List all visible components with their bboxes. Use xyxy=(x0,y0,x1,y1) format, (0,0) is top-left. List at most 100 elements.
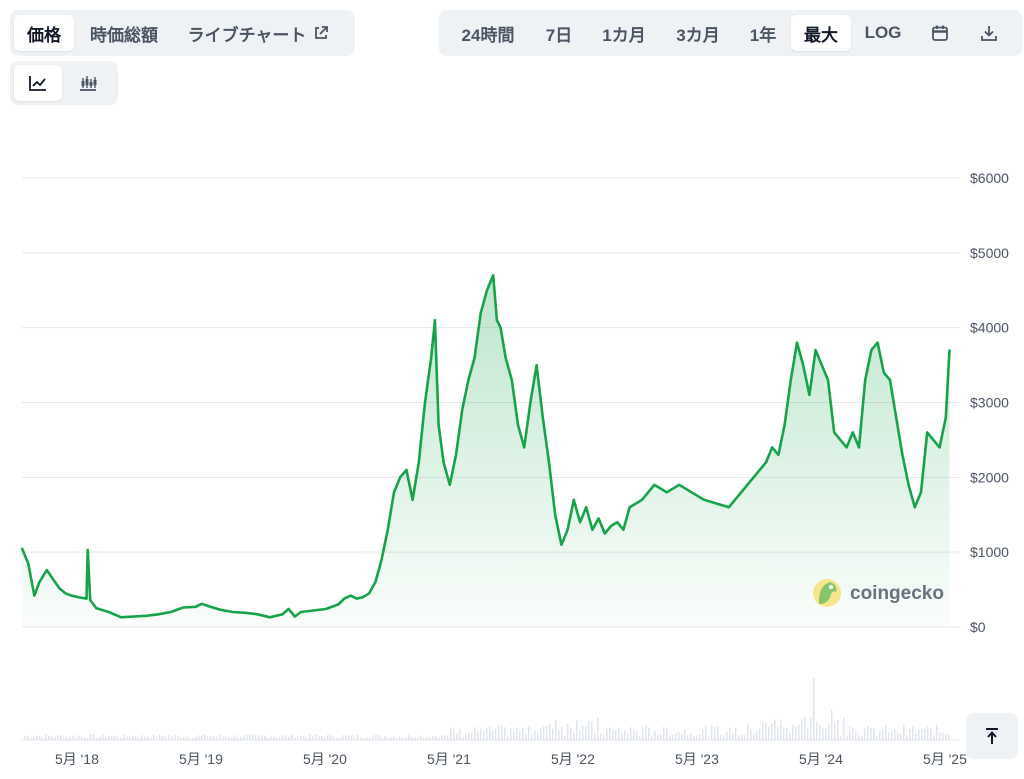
chart-style-toggle xyxy=(10,61,118,105)
volume-bar xyxy=(936,724,938,740)
volume-bar xyxy=(132,735,134,740)
volume-bar xyxy=(153,734,155,740)
volume-bar xyxy=(555,720,557,740)
y-tick-label: $2000 xyxy=(970,469,1009,485)
volume-bar xyxy=(546,726,548,740)
volume-bar xyxy=(732,734,734,740)
y-tick-label: $1000 xyxy=(970,544,1009,560)
tab-live-chart[interactable]: ライブチャート xyxy=(174,15,344,51)
log-scale-toggle[interactable]: LOG xyxy=(864,23,902,42)
volume-bar xyxy=(123,734,125,740)
volume-bar xyxy=(321,736,323,740)
volume-bar xyxy=(900,733,902,740)
volume-bar xyxy=(792,724,794,740)
volume-bar xyxy=(795,726,797,740)
range-1y[interactable]: 1年 xyxy=(749,25,777,45)
volume-bar xyxy=(252,734,254,740)
volume-bar xyxy=(879,731,881,740)
range-7d[interactable]: 7日 xyxy=(545,25,573,45)
volume-bar xyxy=(462,736,464,740)
download-button[interactable] xyxy=(965,15,1013,51)
volume-bar xyxy=(810,717,812,740)
volume-bar xyxy=(693,736,695,740)
range-24h[interactable]: 24時間 xyxy=(461,25,515,45)
volume-bar xyxy=(435,736,437,740)
volume-bar xyxy=(687,735,689,740)
volume-bar xyxy=(864,728,866,740)
candlestick-chart-button[interactable] xyxy=(62,65,114,101)
volume-bar xyxy=(333,736,335,740)
volume-bar xyxy=(87,737,89,740)
y-tick-label: $5000 xyxy=(970,245,1009,261)
volume-bar xyxy=(162,736,164,740)
volume-bar xyxy=(396,737,398,740)
x-axis: 5月 '18 5月 '19 5月 '20 5月 '21 5月 '22 5月 '23 5月 '… xyxy=(55,751,967,767)
range-3m[interactable]: 3カ月 xyxy=(676,25,720,45)
volume-bar xyxy=(204,734,206,740)
volume-bar xyxy=(201,735,203,740)
volume-bar xyxy=(867,725,869,740)
volume-bar xyxy=(684,729,686,740)
volume-bar xyxy=(786,727,788,740)
volume-bar xyxy=(414,737,416,740)
volume-bar xyxy=(639,736,641,740)
tab-market-cap[interactable]: 時価総額 xyxy=(90,25,158,45)
volume-bar xyxy=(108,736,110,740)
volume-bar xyxy=(45,734,47,740)
volume-bar xyxy=(915,733,917,740)
coingecko-watermark: coingecko xyxy=(813,579,944,607)
scroll-to-top-button[interactable] xyxy=(966,713,1018,759)
volume-bar xyxy=(390,736,392,740)
volume-bar xyxy=(273,736,275,740)
volume-bar xyxy=(507,735,509,740)
price-area xyxy=(22,275,950,627)
volume-bar xyxy=(918,729,920,740)
volume-bar xyxy=(642,727,644,740)
line-chart-button[interactable] xyxy=(14,65,62,101)
volume-bar xyxy=(669,735,671,740)
volume-bar xyxy=(180,737,182,740)
y-tick-label: $4000 xyxy=(970,320,1009,336)
volume-bar xyxy=(51,736,53,740)
volume-bar xyxy=(444,736,446,740)
volume-bar xyxy=(798,724,800,740)
volume-bar xyxy=(621,733,623,740)
range-max[interactable]: 最大 xyxy=(791,15,851,51)
volume-bar xyxy=(126,736,128,740)
calendar-button[interactable] xyxy=(915,15,965,51)
volume-bar xyxy=(297,736,299,740)
range-1m[interactable]: 1カ月 xyxy=(602,25,646,45)
volume-bar xyxy=(96,737,98,740)
volume-bar xyxy=(399,736,401,740)
volume-bar xyxy=(846,735,848,740)
volume-bar xyxy=(696,734,698,740)
volume-bar xyxy=(171,736,173,740)
volume-bar xyxy=(426,736,428,740)
volume-bar xyxy=(186,736,188,740)
volume-bar xyxy=(735,728,737,740)
volume-bar xyxy=(117,736,119,740)
volume-bar xyxy=(60,735,62,740)
volume-bar xyxy=(372,735,374,740)
volume-bar xyxy=(261,735,263,740)
volume-bar xyxy=(768,726,770,740)
volume-bar xyxy=(339,737,341,740)
volume-bar xyxy=(831,710,833,740)
volume-bar xyxy=(690,733,692,740)
volume-bar xyxy=(903,724,905,740)
volume-bar xyxy=(213,736,215,740)
volume-bar xyxy=(948,734,950,740)
volume-bar xyxy=(564,735,566,740)
tab-price[interactable]: 価格 xyxy=(14,15,74,51)
volume-bar xyxy=(288,736,290,740)
volume-bar xyxy=(351,734,353,740)
volume-bar xyxy=(660,734,662,740)
volume-bar xyxy=(912,726,914,740)
volume-bar xyxy=(135,736,137,740)
volume-bar xyxy=(681,733,683,740)
volume-bar xyxy=(255,734,257,740)
volume-bar xyxy=(588,720,590,740)
volume-bar xyxy=(120,737,122,740)
volume-bar xyxy=(828,723,830,740)
volume-bar xyxy=(210,736,212,740)
